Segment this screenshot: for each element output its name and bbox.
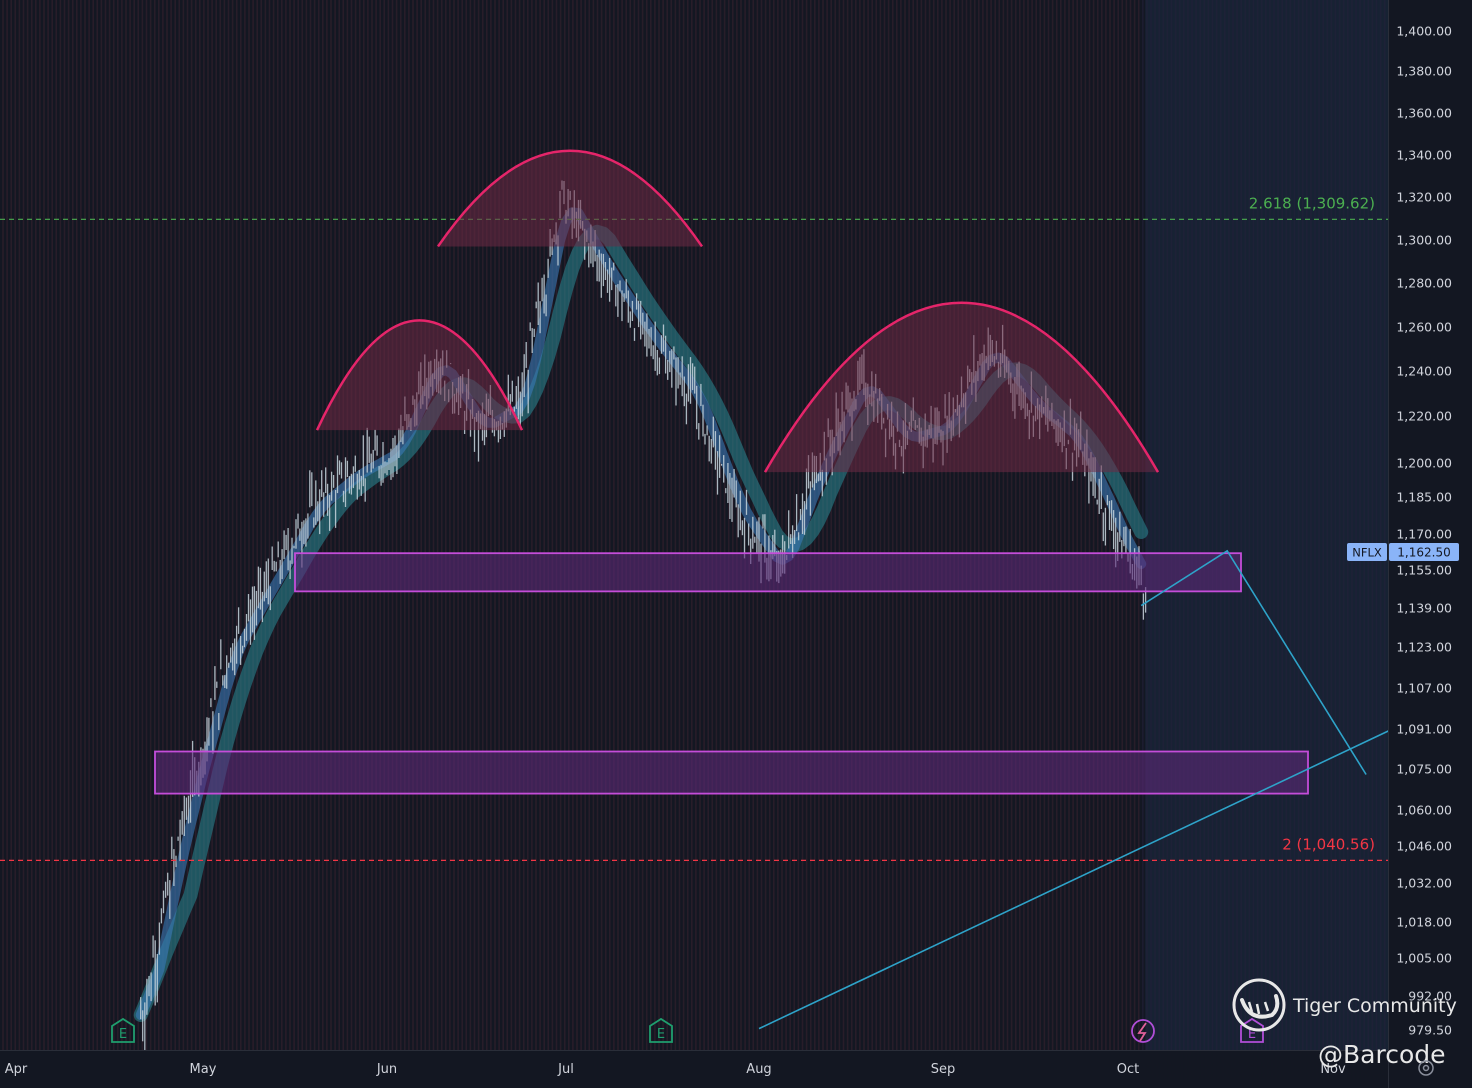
y-tick-label: 1,155.00: [1396, 563, 1452, 578]
fib-levels: 2.618 (1,309.62) 2 (1,040.56): [0, 194, 1388, 861]
symbol-tag-bg: [1347, 543, 1387, 561]
y-tick-label: 1,280.00: [1396, 276, 1452, 291]
settings-icon[interactable]: [1418, 1060, 1434, 1076]
x-tick-label: Jul: [557, 1062, 574, 1077]
lightning-icon: [1131, 1019, 1155, 1043]
y-tick-label: 1,380.00: [1396, 64, 1452, 79]
earnings-icon: E: [1240, 1017, 1264, 1043]
x-tick-label: Sep: [931, 1062, 956, 1077]
watermark-handle: @Barcode: [1318, 1040, 1446, 1069]
left-shoulder-arc: [315, 319, 524, 431]
y-tick-label: 1,260.00: [1396, 320, 1452, 335]
y-tick-label: 1,005.00: [1396, 951, 1452, 966]
watermark: Tiger Community @Barcode: [1232, 978, 1457, 1069]
last-price-tag-bg: [1389, 543, 1459, 561]
y-tick-label: 1,185.00: [1396, 490, 1452, 505]
svg-text:E: E: [119, 1027, 127, 1042]
upper-support-zone: [294, 552, 1242, 593]
svg-text:E: E: [657, 1027, 665, 1042]
level-label: 2 (1,040.56): [1282, 835, 1375, 853]
y-tick-label: 1,046.00: [1396, 839, 1452, 854]
y-tick-label: 1,107.00: [1396, 681, 1452, 696]
support-zones: [154, 552, 1309, 795]
y-tick-label: 1,091.00: [1396, 722, 1452, 737]
projection-path: [1140, 549, 1367, 775]
earnings-icon: E: [111, 1017, 135, 1043]
volume-stripes: [2, 0, 1386, 1050]
y-tick-label: 1,060.00: [1396, 803, 1452, 818]
x-tick-label: Oct: [1117, 1062, 1139, 1077]
y-tick-label: 1,200.00: [1396, 456, 1452, 471]
y-tick-label: 992.00: [1408, 989, 1452, 1004]
x-tick-label: Jun: [376, 1062, 397, 1077]
tiger-logo-icon: [1232, 978, 1286, 1032]
x-axis-panel: [0, 1050, 1388, 1088]
y-tick-label: 1,170.00: [1396, 527, 1452, 542]
earnings-icon: E: [649, 1017, 673, 1043]
y-tick-label: 1,018.00: [1396, 915, 1452, 930]
y-axis-ticks: 1,400.00 1,380.00 1,360.00 1,340.00 1,320.00…: [1396, 24, 1452, 1038]
right-shoulder-arc: [763, 301, 1160, 473]
y-tick-label: 1,320.00: [1396, 190, 1452, 205]
watermark-brand: Tiger Community: [1292, 995, 1457, 1017]
pattern-domes: [315, 149, 1160, 473]
projection-lines: [758, 549, 1393, 1030]
x-tick-label: Nov: [1320, 1062, 1346, 1077]
y-tick-label: 1,240.00: [1396, 364, 1452, 379]
symbol-tag: NFLX: [1352, 546, 1382, 560]
x-tick-label: Apr: [5, 1062, 28, 1077]
svg-text:E: E: [1248, 1027, 1256, 1042]
x-tick-label: Aug: [746, 1062, 771, 1077]
y-tick-label: 1,220.00: [1396, 409, 1452, 424]
trendline: [758, 728, 1393, 1030]
lower-support-zone: [154, 750, 1309, 795]
y-tick-label: 1,300.00: [1396, 233, 1452, 248]
x-tick-label: May: [190, 1062, 217, 1077]
level-label: 2.618 (1,309.62): [1249, 194, 1375, 212]
last-price-tag: 1,162.50: [1397, 546, 1450, 560]
y-tick-label: 1,139.00: [1396, 601, 1452, 616]
price-tag: NFLX 1,162.50: [1347, 543, 1459, 561]
x-axis-ticks: Apr May Jun Jul Aug Sep Oct Nov: [5, 1062, 1346, 1077]
y-tick-label: 1,360.00: [1396, 106, 1452, 121]
y-tick-label: 1,075.00: [1396, 762, 1452, 777]
y-tick-label: 1,123.00: [1396, 640, 1452, 655]
head-arc: [436, 149, 704, 248]
y-tick-label: 979.50: [1408, 1023, 1452, 1038]
y-tick-label: 1,032.00: [1396, 876, 1452, 891]
y-tick-label: 1,400.00: [1396, 24, 1452, 39]
y-tick-label: 1,340.00: [1396, 148, 1452, 163]
